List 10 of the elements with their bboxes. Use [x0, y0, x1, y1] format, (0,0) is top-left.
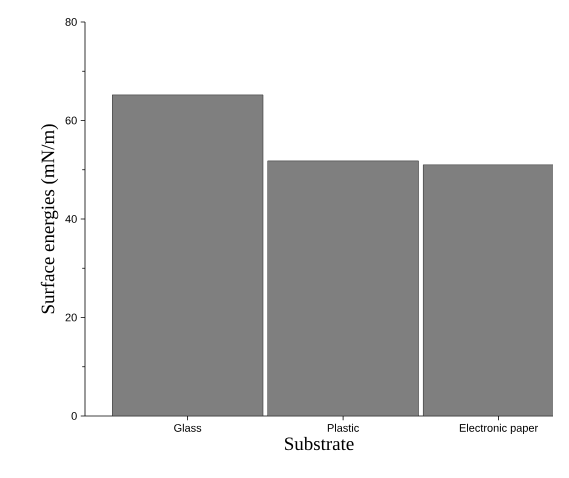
y-tick-label: 60: [66, 116, 77, 124]
y-tick-label: 20: [66, 314, 77, 322]
x-tick-label: Plastic: [328, 424, 359, 432]
y-axis-title: Surface energies (mN/m): [40, 124, 58, 314]
x-tick-label: Glass: [174, 424, 202, 432]
x-axis-title: Substrate: [285, 436, 354, 450]
x-tick-label: Electronic paper: [460, 424, 538, 434]
y-tick-label: 80: [66, 18, 77, 26]
y-tick-label: 40: [65, 215, 77, 223]
y-tick-label: 0: [72, 412, 77, 420]
